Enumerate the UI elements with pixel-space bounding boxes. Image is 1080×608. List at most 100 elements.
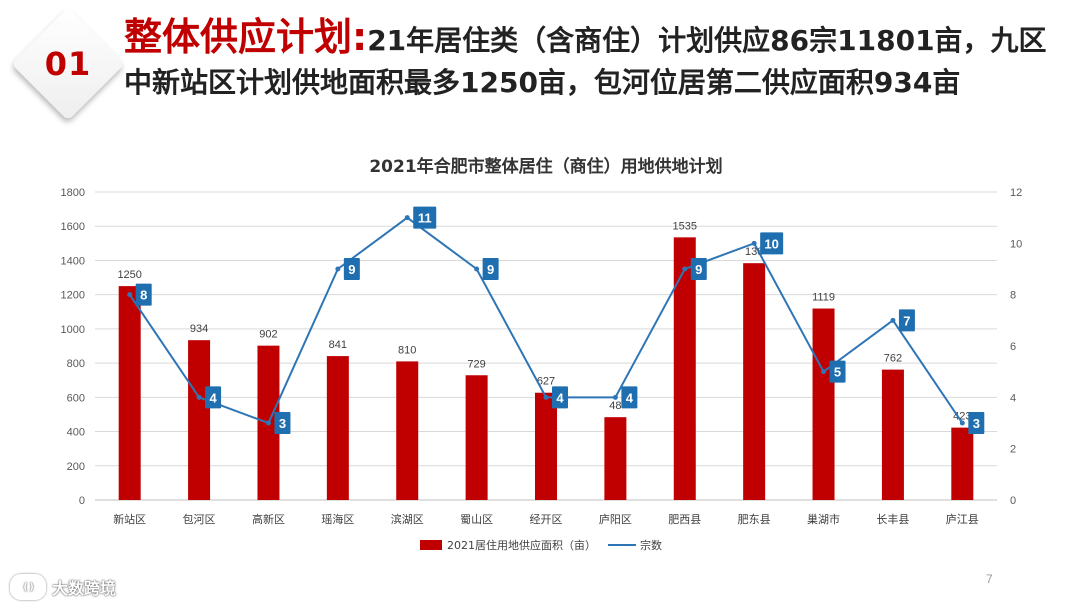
y-left-tick-label: 400 <box>67 427 85 439</box>
y-left-tick-label: 1200 <box>61 290 85 302</box>
line-point <box>751 240 757 246</box>
line-label-box <box>898 309 915 332</box>
y-left-tick-label: 600 <box>67 392 85 404</box>
bar-value-label: 902 <box>259 329 277 341</box>
line-value-label: 11 <box>418 211 432 226</box>
line-value-label: 4 <box>556 390 564 405</box>
x-tick-label: 肥东县 <box>738 513 771 526</box>
line-point <box>890 317 896 323</box>
bar-value-label: 138 <box>745 246 763 258</box>
x-tick-label: 长丰县 <box>876 513 909 526</box>
line-point <box>612 394 618 400</box>
y-right-tick-label: 0 <box>1010 495 1016 507</box>
line-value-label: 9 <box>348 262 355 277</box>
bar-value-label: 810 <box>398 344 416 356</box>
line-value-label: 5 <box>834 365 841 380</box>
x-tick-label: 庐阳区 <box>599 512 632 526</box>
x-tick-label: 包河区 <box>183 513 216 526</box>
line-label-box <box>690 258 707 280</box>
line-label-box <box>968 412 985 434</box>
bar <box>812 308 835 500</box>
y-right-tick-label: 2 <box>1010 444 1016 456</box>
x-tick-label: 肥西县 <box>668 513 701 526</box>
line-label-box <box>482 258 499 280</box>
bar <box>326 356 349 500</box>
line-label-box <box>829 360 846 383</box>
line-value-label: 4 <box>626 390 634 405</box>
y-right-tick-label: 8 <box>1010 290 1016 302</box>
section-number: 01 <box>44 45 92 83</box>
line-point <box>543 394 549 400</box>
x-tick-label: 滨湖区 <box>391 512 424 526</box>
bar-value-label: 48 <box>609 400 621 412</box>
line-label-box <box>621 386 638 409</box>
legend-bar-swatch <box>420 540 442 550</box>
line-value-label: 9 <box>487 262 494 277</box>
bar-value-label: 1535 <box>673 220 697 232</box>
bar-value-label: 1119 <box>812 292 835 304</box>
y-left-tick-label: 0 <box>79 495 85 507</box>
line-point <box>404 215 410 221</box>
line-point <box>821 369 827 375</box>
x-tick-label: 经开区 <box>530 513 563 526</box>
line-point <box>265 420 271 426</box>
line-value-label: 3 <box>973 416 980 431</box>
line-point <box>196 394 202 400</box>
page-number: 7 <box>986 572 993 586</box>
bar-value-label: 1250 <box>117 269 141 281</box>
bar-value-label: 423 <box>953 411 971 423</box>
series-line <box>128 216 964 425</box>
brand-logo-icon: ( ) <box>10 574 46 600</box>
line-label-box <box>343 258 360 280</box>
bar <box>118 286 141 500</box>
line-label-box <box>413 206 437 229</box>
line-label-box <box>135 283 152 306</box>
y-right-tick-label: 6 <box>1010 341 1016 353</box>
legend-bar-label: 2021居住用地供应面积（亩） <box>447 538 596 552</box>
bar <box>881 369 904 500</box>
line-point <box>959 420 965 426</box>
bar-value-label: 934 <box>190 323 208 335</box>
bar <box>535 392 557 500</box>
line-value-label: 10 <box>764 236 778 251</box>
line-point <box>127 292 133 298</box>
brand-name: 大数跨境 <box>52 579 117 598</box>
y-right-tick-label: 4 <box>1010 392 1016 404</box>
bar <box>743 263 766 500</box>
line-point <box>474 266 480 272</box>
line-label-box <box>205 386 222 409</box>
line-point <box>682 266 688 272</box>
x-tick-label: 高新区 <box>252 512 285 526</box>
x-tick-label: 新站区 <box>113 512 146 526</box>
line-value-label: 9 <box>695 262 702 277</box>
chart-title: 2021年合肥市整体居住（商住）用地供地计划 <box>369 156 722 177</box>
bar <box>396 361 419 500</box>
y-left-tick-label: 1000 <box>61 324 85 336</box>
bar <box>188 340 211 500</box>
line-value-label: 8 <box>140 288 147 303</box>
y-left-tick-label: 1400 <box>61 255 85 267</box>
bar-value-label: 627 <box>537 376 555 388</box>
headline-accent: 整体供应计划: <box>124 15 368 59</box>
y-right-tick-label: 10 <box>1010 238 1022 250</box>
line-point <box>335 266 341 272</box>
bar-value-label: 841 <box>329 339 347 351</box>
bar <box>951 427 974 500</box>
line-value-label: 3 <box>279 416 286 431</box>
x-tick-label: 蜀山区 <box>460 513 493 526</box>
x-tick-label: 巢湖市 <box>807 512 840 526</box>
x-tick-label: 瑶海区 <box>321 512 354 526</box>
line-value-label: 7 <box>903 313 910 328</box>
y-left-tick-label: 200 <box>67 461 85 473</box>
x-tick-label: 庐江县 <box>946 512 979 526</box>
bar <box>673 237 696 500</box>
headline-text: 21年居住类（含商住）计划供应86宗11801亩，九区中新站区计划供地面积最多1… <box>124 24 1047 99</box>
line-label-box <box>274 412 291 434</box>
y-left-tick-label: 1800 <box>61 187 85 199</box>
headline: 整体供应计划:21年居住类（含商住）计划供应86宗11801亩，九区中新站区计划… <box>124 16 1054 104</box>
bar <box>604 417 627 500</box>
line-label-box <box>552 386 568 409</box>
y-left-tick-label: 800 <box>67 358 85 370</box>
y-right-tick-label: 12 <box>1010 187 1022 199</box>
